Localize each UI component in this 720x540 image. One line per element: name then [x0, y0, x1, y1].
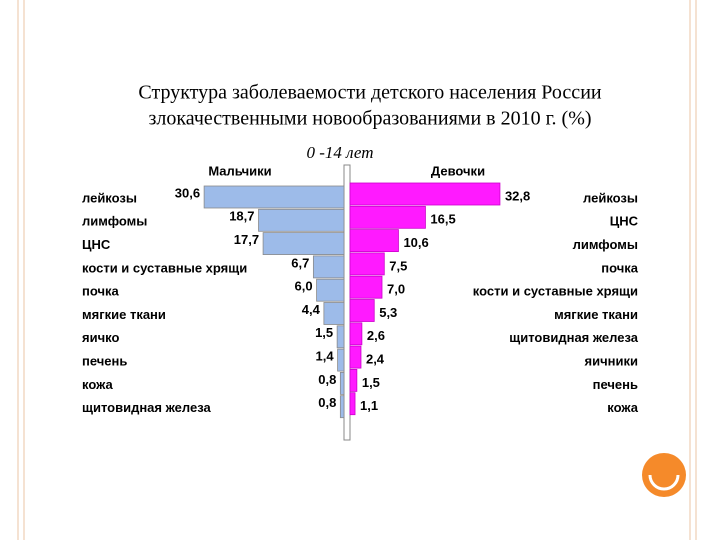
value-label: 1,5 — [362, 375, 380, 390]
value-label: 32,8 — [505, 188, 530, 203]
category-label: ЦНС — [82, 237, 111, 252]
value-label: 2,6 — [367, 328, 385, 343]
value-label: 10,6 — [403, 235, 428, 250]
chart-title: Структура заболеваемости детского населе… — [138, 82, 602, 104]
value-label: 6,7 — [291, 255, 309, 270]
slide-border — [17, 0, 697, 540]
bar — [349, 322, 363, 346]
category-label: яичко — [82, 330, 119, 345]
bar — [339, 395, 345, 419]
value-label: 1,4 — [316, 349, 335, 364]
bar — [339, 371, 345, 395]
series-title: Мальчики — [208, 163, 271, 178]
bar — [349, 368, 358, 392]
bar — [203, 185, 345, 209]
bar — [323, 302, 345, 325]
value-label: 18,7 — [229, 209, 254, 224]
category-label: кожа — [607, 400, 638, 415]
value-label: 1,1 — [360, 398, 378, 413]
category-label: кости и суставные хрящи — [473, 284, 638, 299]
bar — [349, 299, 375, 322]
center-axis — [343, 164, 351, 441]
category-label: мягкие ткани — [82, 307, 166, 322]
category-label: ЦНС — [610, 214, 639, 229]
decor-circle — [642, 453, 686, 497]
category-label: кости и суставные хрящи — [82, 260, 247, 275]
category-label: кожа — [82, 377, 113, 392]
value-label: 0,8 — [318, 395, 336, 410]
category-label: щитовидная железа — [509, 330, 638, 345]
bar — [349, 205, 426, 229]
bar — [336, 325, 345, 349]
bar — [349, 229, 399, 253]
category-label: почка — [601, 260, 639, 275]
bar — [316, 278, 345, 302]
value-label: 5,3 — [379, 305, 397, 320]
value-label: 16,5 — [430, 212, 455, 227]
series-title: Девочки — [431, 163, 485, 178]
bar — [312, 255, 345, 279]
category-label: яичники — [585, 354, 638, 369]
category-label: мягкие ткани — [554, 307, 638, 322]
value-label: 1,5 — [315, 325, 333, 340]
bar — [349, 345, 362, 369]
category-label: печень — [593, 377, 638, 392]
value-label: 0,8 — [318, 372, 336, 387]
category-label: печень — [82, 354, 127, 369]
value-label: 7,5 — [389, 258, 407, 273]
value-label: 30,6 — [175, 185, 200, 200]
bar — [337, 348, 345, 372]
bar — [349, 182, 501, 206]
category-label: лейкозы — [82, 190, 137, 205]
decor-arc — [648, 474, 680, 491]
category-label: лимфомы — [82, 214, 147, 229]
category-label: щитовидная железа — [82, 400, 211, 415]
bar — [349, 275, 383, 299]
value-label: 2,4 — [366, 352, 385, 367]
bar — [349, 252, 385, 276]
value-label: 6,0 — [294, 279, 312, 294]
bar — [258, 208, 345, 232]
category-label: лимфомы — [573, 237, 638, 252]
bar — [262, 232, 345, 256]
bar — [349, 392, 356, 416]
value-label: 4,4 — [302, 302, 321, 317]
category-label: лейкозы — [583, 190, 638, 205]
value-label: 7,0 — [387, 282, 405, 297]
category-label: почка — [82, 284, 120, 299]
chart-title: злокачественными новообразованиями в 201… — [148, 108, 591, 130]
chart-subtitle: 0 -14 лет — [306, 143, 373, 162]
value-label: 17,7 — [234, 232, 259, 247]
